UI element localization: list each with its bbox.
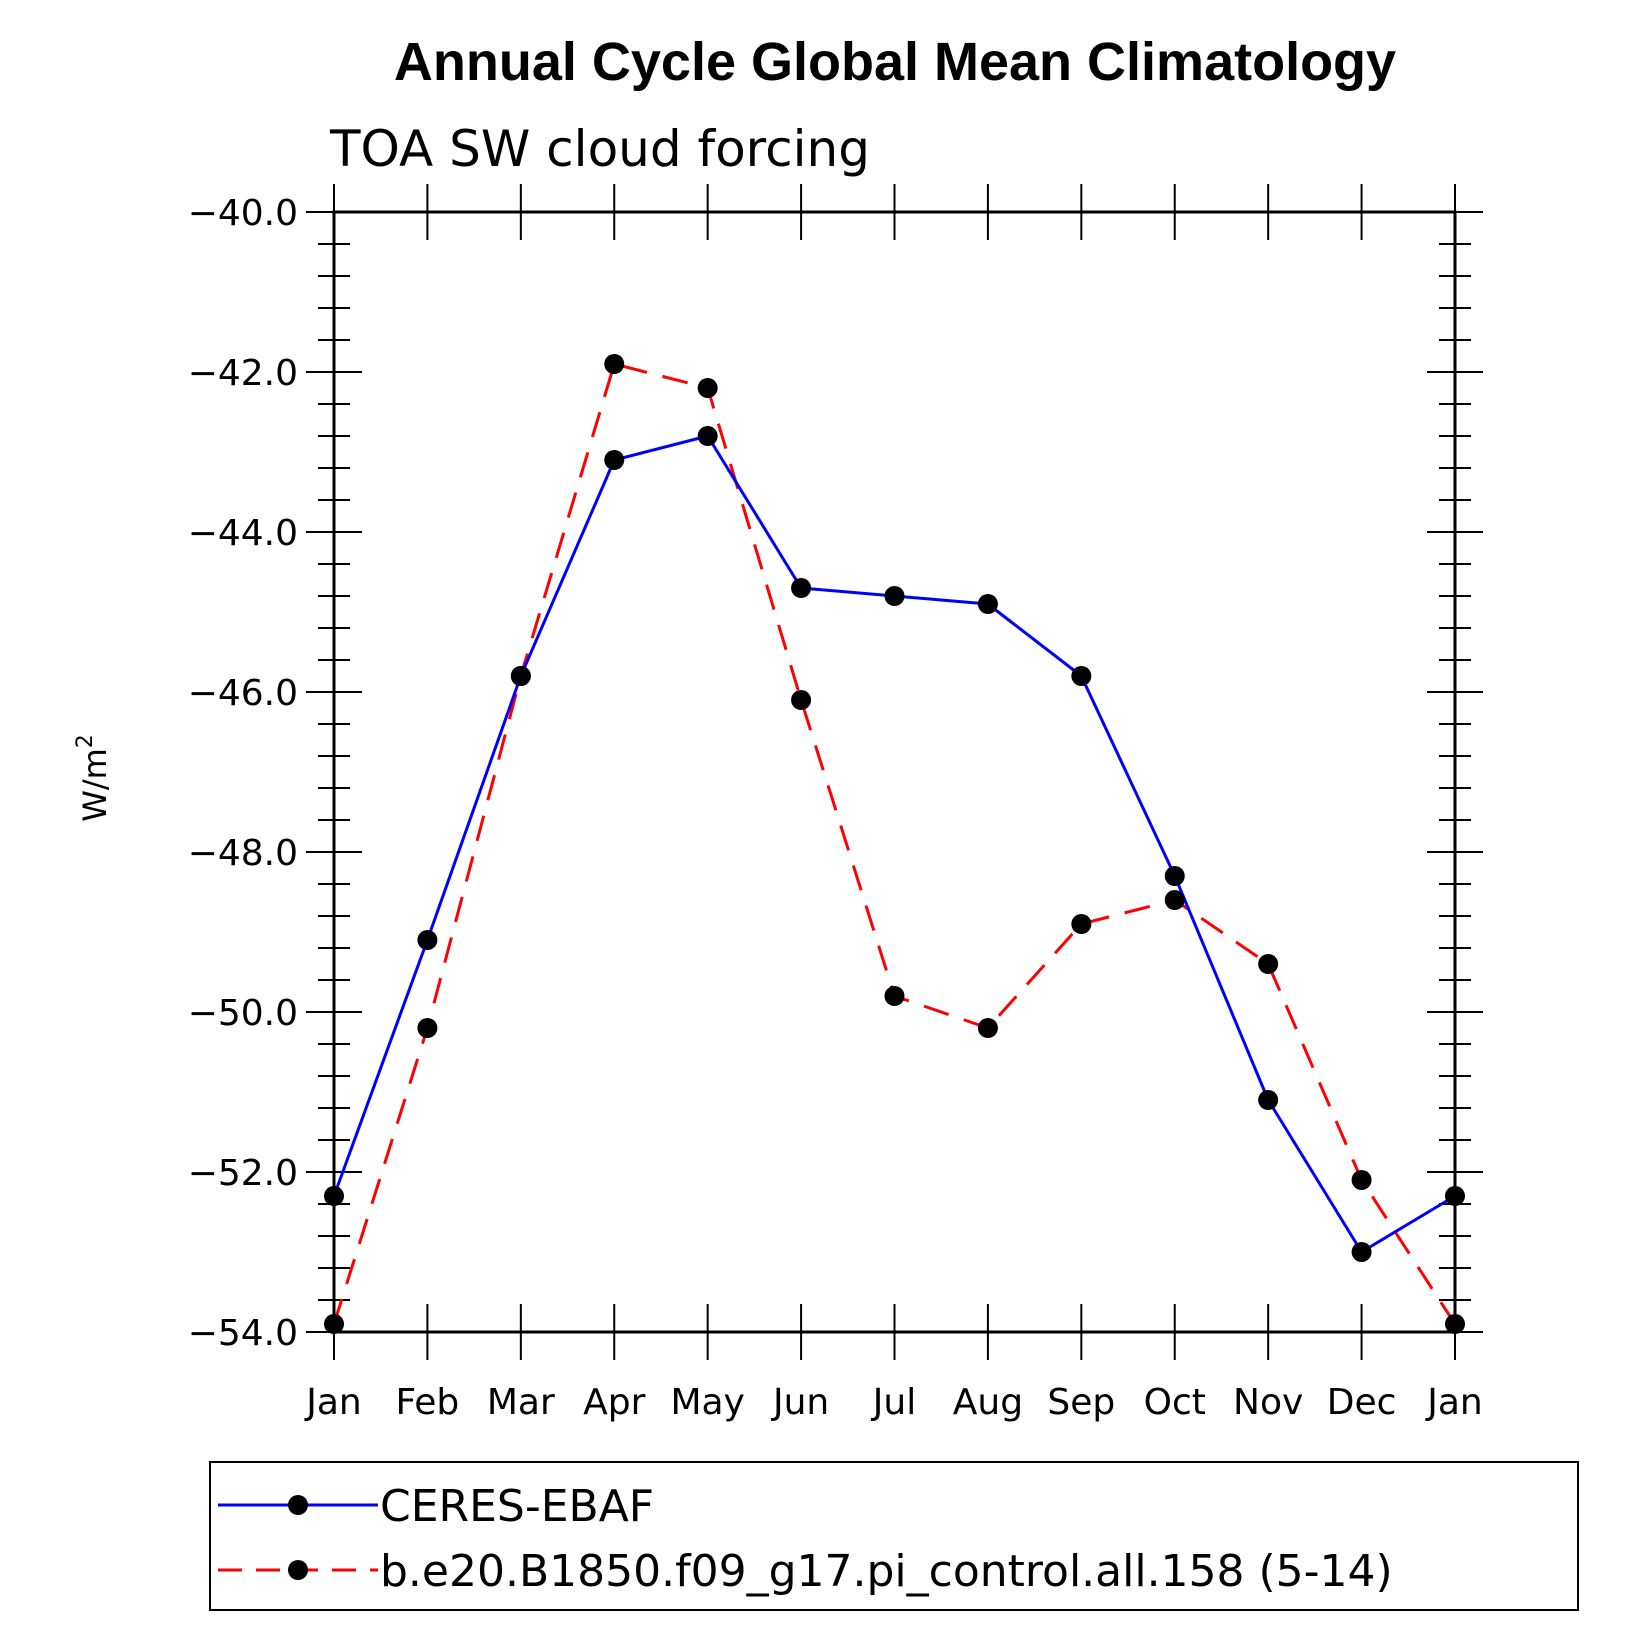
data-point-ceres bbox=[1351, 1242, 1372, 1262]
x-tick-label: Jun bbox=[771, 1382, 829, 1423]
series-line-model bbox=[332, 362, 1457, 1325]
x-tick-label: Nov bbox=[1233, 1382, 1303, 1423]
y-tick-labels: −40.0 −42.0 −44.0 −46.0 −48.0 −50.0 −52.0 −54.0 bbox=[188, 193, 298, 1354]
y-tick-label: −50.0 bbox=[188, 993, 298, 1034]
y-tick-label: −54.0 bbox=[188, 1313, 298, 1354]
data-point-model bbox=[697, 378, 718, 398]
y-tick-label: −48.0 bbox=[188, 833, 298, 874]
data-point-model bbox=[1351, 1170, 1372, 1190]
chart-subtitle: TOA SW cloud forcing bbox=[329, 120, 870, 178]
y-tick-label: −40.0 bbox=[188, 193, 298, 234]
data-point-model bbox=[417, 1018, 438, 1038]
data-point-ceres bbox=[697, 426, 718, 446]
y-tick-label: −46.0 bbox=[188, 673, 298, 714]
plot-frame bbox=[332, 210, 1457, 1334]
x-tick-label: Jan bbox=[1425, 1382, 1483, 1423]
y-tick-label: −52.0 bbox=[188, 1153, 298, 1194]
data-point-ceres bbox=[324, 1186, 344, 1206]
data-point-model bbox=[884, 986, 905, 1006]
legend-label-ceres: CERES-EBAF bbox=[380, 1481, 654, 1532]
x-tick-label: Jul bbox=[871, 1382, 916, 1423]
x-tick-label: Mar bbox=[487, 1382, 555, 1423]
data-point-model bbox=[1071, 914, 1092, 934]
data-point-ceres bbox=[417, 930, 438, 950]
x-tick-label: Aug bbox=[953, 1382, 1023, 1423]
data-point-model bbox=[510, 666, 531, 686]
data-point-ceres bbox=[791, 578, 812, 598]
data-point-ceres bbox=[977, 594, 998, 614]
y-axis-label-unit: W/m bbox=[76, 748, 114, 822]
legend-marker-model bbox=[288, 1560, 308, 1580]
x-tick-label: Jan bbox=[304, 1382, 362, 1423]
data-point-model bbox=[1445, 1314, 1465, 1334]
data-point-model bbox=[1258, 954, 1279, 974]
data-point-ceres bbox=[1445, 1186, 1465, 1206]
y-axis-label-superscript: 2 bbox=[73, 734, 98, 748]
x-tick-label: Dec bbox=[1327, 1382, 1397, 1423]
data-point-ceres bbox=[1258, 1090, 1279, 1110]
series-markers bbox=[324, 354, 1465, 1334]
chart-title: Annual Cycle Global Mean Climatology bbox=[394, 32, 1396, 92]
legend-marker-ceres bbox=[288, 1495, 308, 1515]
data-point-model bbox=[604, 354, 625, 374]
data-point-ceres bbox=[1164, 866, 1185, 886]
legend-box bbox=[209, 1461, 1579, 1611]
data-point-model bbox=[791, 690, 812, 710]
data-point-model bbox=[977, 1018, 998, 1038]
y-tick-label: −44.0 bbox=[188, 513, 298, 554]
data-point-model bbox=[1164, 890, 1185, 910]
x-tick-labels: Jan Feb Mar Apr May Jun Jul Aug Sep Oct Nov Dec Jan bbox=[304, 1382, 1483, 1423]
data-point-model bbox=[324, 1314, 344, 1334]
legend-label-model: b.e20.B1850.f09_g17.pi_control.all.158 (… bbox=[380, 1546, 1393, 1597]
y-axis-label: W/m2 bbox=[73, 734, 114, 822]
axis-ticks bbox=[306, 184, 1483, 1360]
x-tick-label: Sep bbox=[1047, 1382, 1115, 1423]
data-point-ceres bbox=[884, 586, 905, 606]
x-tick-label: Feb bbox=[396, 1382, 460, 1423]
data-point-ceres bbox=[1071, 666, 1092, 686]
x-tick-label: Oct bbox=[1144, 1382, 1206, 1423]
x-tick-label: Apr bbox=[583, 1382, 645, 1423]
y-tick-label: −42.0 bbox=[188, 353, 298, 394]
data-point-ceres bbox=[604, 450, 625, 470]
x-tick-label: May bbox=[670, 1382, 744, 1423]
series-lines bbox=[332, 362, 1457, 1325]
series-line-ceres bbox=[332, 434, 1456, 1254]
legend: CERES-EBAF b.e20.B1850.f09_g17.pi_contro… bbox=[209, 1461, 1579, 1611]
